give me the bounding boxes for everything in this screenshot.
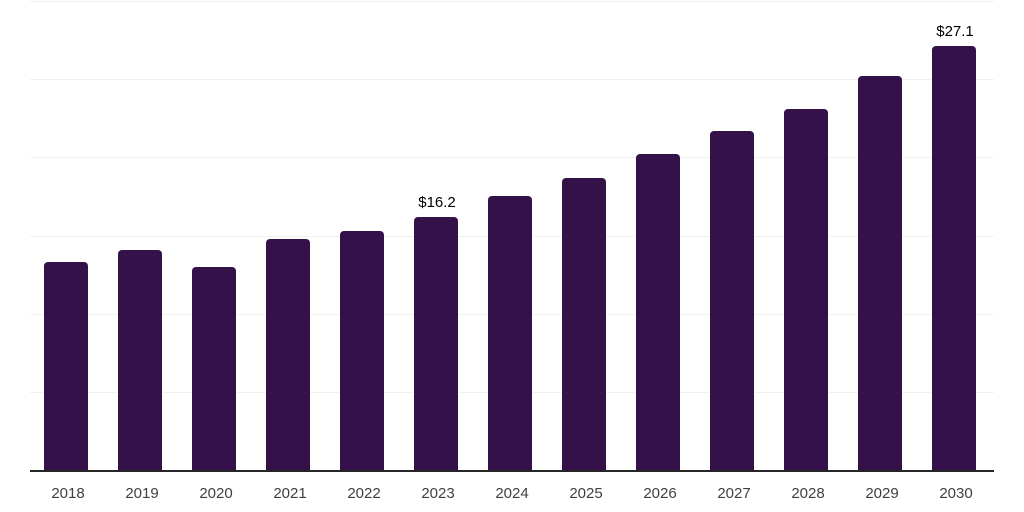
x-tick-label-2030: 2030 [939,485,973,502]
bar-2029 [858,76,902,470]
bar-2025 [562,178,606,470]
bar-2028 [784,109,828,470]
data-label-2023: $16.2 [418,194,456,211]
x-tick-label-2020: 2020 [199,485,233,502]
gridline [30,79,994,80]
x-tick-label-2022: 2022 [347,485,381,502]
bar-2021 [266,239,310,470]
x-tick-label-2018: 2018 [51,485,85,502]
x-tick-label-2023: 2023 [421,485,455,502]
bar-2027 [710,131,754,470]
bar-2024 [488,196,532,470]
bar-2023 [414,217,458,470]
x-tick-label-2027: 2027 [717,485,751,502]
x-tick-label-2025: 2025 [569,485,603,502]
x-tick-label-2028: 2028 [791,485,825,502]
bar-2026 [636,154,680,470]
bar-2022 [340,231,384,470]
bar-2019 [118,250,162,470]
bar-2020 [192,267,236,470]
data-label-2030: $27.1 [936,23,974,40]
bar-2030 [932,46,976,470]
x-axis-line [30,470,994,472]
gridline [30,1,994,2]
x-tick-label-2026: 2026 [643,485,677,502]
x-tick-label-2019: 2019 [125,485,159,502]
x-tick-label-2024: 2024 [495,485,529,502]
bar-2018 [44,262,88,470]
x-tick-label-2021: 2021 [273,485,307,502]
x-tick-label-2029: 2029 [865,485,899,502]
gridline [30,157,994,158]
